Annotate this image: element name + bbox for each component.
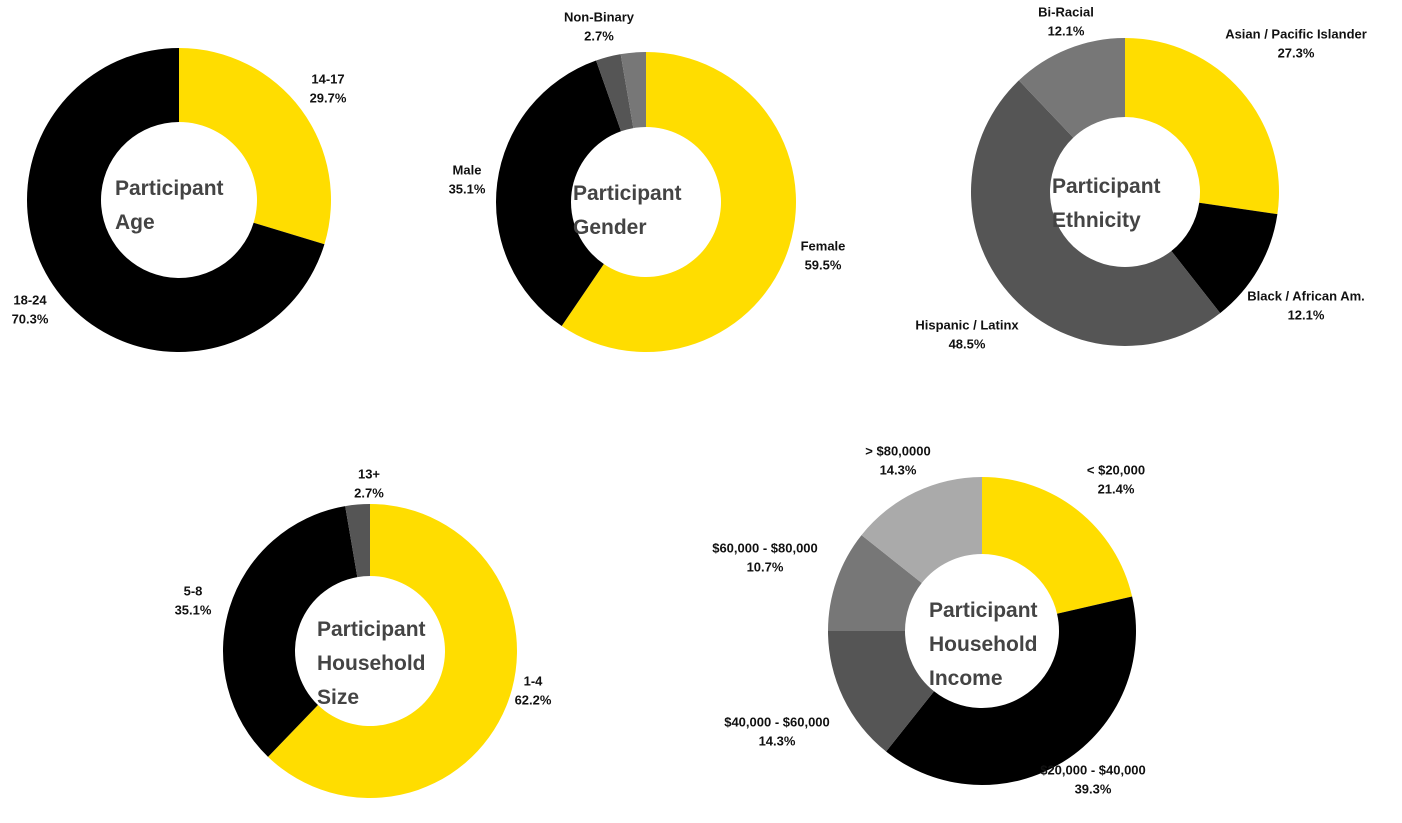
slice-label: < $20,000	[1087, 462, 1145, 477]
donut-slice	[222, 506, 358, 757]
slice-value: 70.3%	[12, 311, 49, 326]
donut-slice	[561, 52, 796, 352]
donut-slice	[827, 631, 935, 752]
slice-label: Bi-Racial	[1038, 4, 1094, 19]
slice-label: Male	[453, 162, 482, 177]
slice-label: 1-4	[524, 673, 544, 688]
slice-value: 2.7%	[584, 28, 614, 43]
slice-value: 10.7%	[747, 559, 784, 574]
donut-slice	[27, 48, 325, 353]
donut-slice	[620, 52, 646, 129]
slice-label: 5-8	[184, 583, 203, 598]
chart-title: Participant Household Income	[929, 599, 1038, 690]
donut-slice	[596, 54, 634, 132]
slice-label: Black / African Am.	[1247, 288, 1365, 303]
donut-slice	[1125, 38, 1279, 215]
slice-label: $60,000 - $80,000	[712, 540, 818, 555]
chart-title: Participant Age	[115, 177, 224, 234]
slice-value: 29.7%	[310, 90, 347, 105]
slice-value: 14.3%	[759, 733, 796, 748]
slice-value: 62.2%	[515, 692, 552, 707]
slice-value: 27.3%	[1278, 45, 1315, 60]
slice-value: 14.3%	[880, 462, 917, 477]
slice-value: 39.3%	[1075, 781, 1112, 796]
slice-label: 13+	[358, 466, 380, 481]
slice-value: 35.1%	[175, 602, 212, 617]
donut-slice	[886, 596, 1137, 786]
slice-value: 12.1%	[1048, 23, 1085, 38]
slice-label: 18-24	[13, 292, 47, 307]
slice-label: Non-Binary	[564, 9, 635, 24]
donut-slice	[345, 504, 370, 578]
slice-value: 35.1%	[449, 181, 486, 196]
donut-slice	[861, 477, 982, 584]
donut-slice	[1018, 38, 1125, 138]
slice-value: 48.5%	[949, 336, 986, 351]
slice-value: 12.1%	[1288, 307, 1325, 322]
slice-value: 21.4%	[1098, 481, 1135, 496]
donut-slice	[268, 504, 517, 798]
donut-slice	[827, 535, 922, 631]
slice-label: 14-17	[311, 71, 344, 86]
donut-slice	[970, 80, 1221, 347]
slice-label: > $80,0000	[865, 443, 930, 458]
slice-label: $40,000 - $60,000	[724, 714, 830, 729]
donut-slice	[496, 60, 622, 327]
chart-title: Participant Gender	[573, 182, 682, 239]
donut-slice	[179, 48, 331, 245]
chart-title: Participant Ethnicity	[1052, 175, 1161, 232]
chart-title: Participant Household Size	[317, 618, 426, 709]
donut-slice	[1171, 202, 1278, 314]
slice-label: Asian / Pacific Islander	[1225, 26, 1367, 41]
slice-label: Hispanic / Latinx	[915, 317, 1019, 332]
slice-value: 59.5%	[805, 257, 842, 272]
slice-label: $20,000 - $40,000	[1040, 762, 1146, 777]
donut-slice	[982, 477, 1133, 614]
slice-label: Female	[801, 238, 846, 253]
slice-value: 2.7%	[354, 485, 384, 500]
